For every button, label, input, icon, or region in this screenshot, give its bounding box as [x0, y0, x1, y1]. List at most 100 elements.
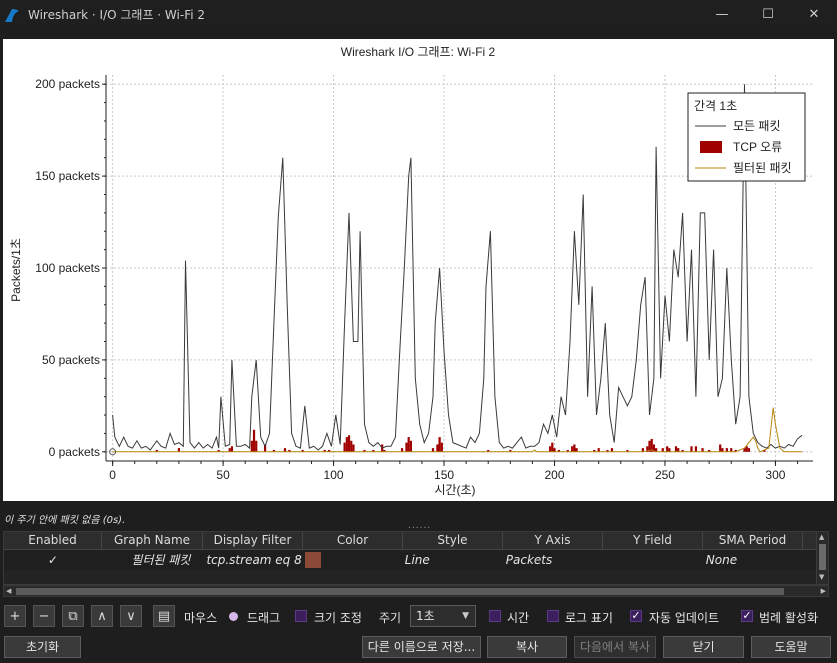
- horizontal-scroll-thumb[interactable]: [16, 588, 784, 595]
- close-button[interactable]: 닫기: [663, 636, 744, 658]
- drag-radio[interactable]: [229, 612, 238, 621]
- table-horizontal-scrollbar[interactable]: ◀ ▶: [3, 585, 829, 597]
- close-window-button[interactable]: ✕: [808, 7, 820, 22]
- copy-graph-button[interactable]: ⧉: [62, 605, 84, 627]
- chevron-down-icon: ▼: [462, 611, 469, 621]
- auto-update-checkbox[interactable]: ✓: [630, 609, 642, 622]
- origin-marker: [109, 448, 117, 456]
- minimize-button[interactable]: —: [715, 7, 729, 22]
- col-y-field[interactable]: Y Field: [603, 532, 703, 549]
- tcp-error-bar: [677, 448, 680, 452]
- interval-select[interactable]: 1초 ▼: [410, 605, 476, 627]
- table-row[interactable]: ✓ 필터된 패킷 tcp.stream eq 87 Line Packets N…: [4, 550, 828, 570]
- drag-label[interactable]: 드래그: [247, 611, 281, 625]
- window-title: Wireshark · I/O 그래프 · Wi-Fi 2: [28, 8, 206, 22]
- reset-button[interactable]: 초기화: [4, 636, 81, 658]
- tcp-error-bar: [597, 448, 600, 452]
- legend-item-filtered: 필터된 패킷: [733, 161, 792, 175]
- tcp-error-bar: [747, 448, 751, 452]
- tcp-error-bar: [177, 448, 181, 452]
- io-graph-chart[interactable]: Wireshark I/O 그래프: Wi-Fi 2 0 packets 50 p…: [3, 39, 834, 501]
- row-y-axis[interactable]: Packets: [505, 553, 553, 567]
- row-graph-name[interactable]: 필터된 패킷: [131, 553, 191, 567]
- legend-label[interactable]: 범례 활성화: [759, 611, 819, 625]
- move-up-button[interactable]: ∧: [91, 605, 113, 627]
- clear-graphs-button[interactable]: ▤: [153, 605, 175, 627]
- tcp-error-bar: [734, 449, 737, 452]
- splitter-handle[interactable]: ......: [408, 521, 432, 531]
- move-down-button[interactable]: ∨: [120, 605, 142, 627]
- maximize-button[interactable]: ☐: [762, 7, 774, 22]
- scroll-left-icon[interactable]: ◀: [6, 587, 12, 595]
- tcp-error-bar: [217, 449, 220, 452]
- col-graph-name[interactable]: Graph Name: [102, 532, 203, 549]
- x-axis-label: 시간(초): [434, 483, 475, 497]
- row-enabled-checkbox[interactable]: ✓: [47, 553, 58, 567]
- tcp-error-bar: [666, 446, 669, 452]
- y-tick-label: 150 packets: [35, 169, 100, 183]
- chart-legend[interactable]: 간격 1초 모든 패킷 TCP 오류 필터된 패킷: [687, 92, 806, 182]
- help-button[interactable]: 도움말: [751, 636, 831, 658]
- tcp-error-bar: [509, 449, 512, 452]
- status-message: 이 주기 안에 패킷 없음 (0s).: [4, 515, 126, 526]
- tcp-error-bar: [648, 440, 651, 452]
- tcp-error-bar: [352, 444, 355, 452]
- x-tick-label: 50: [216, 468, 230, 482]
- remove-graph-button[interactable]: −: [33, 605, 55, 627]
- copy-button[interactable]: 복사: [487, 636, 567, 658]
- log-scale-label[interactable]: 로그 표기: [565, 611, 613, 625]
- x-tick-label: 300: [765, 468, 785, 482]
- col-enabled[interactable]: Enabled: [4, 532, 102, 549]
- tcp-error-bar: [252, 429, 256, 452]
- auto-update-label[interactable]: 자동 업데이트: [649, 611, 720, 625]
- tcp-error-bar: [652, 444, 656, 452]
- legend-swatch-tcp: [700, 141, 722, 153]
- tcp-error-bar: [745, 446, 748, 452]
- tcp-error-bar: [626, 449, 629, 452]
- tcp-error-bar: [566, 449, 569, 452]
- row-y-field[interactable]: [602, 550, 702, 570]
- tcp-error-bar: [646, 446, 649, 452]
- tcp-error-bar: [436, 444, 439, 452]
- tcp-error-bar: [694, 446, 698, 452]
- chart-svg[interactable]: Wireshark I/O 그래프: Wi-Fi 2 0 packets 50 p…: [3, 39, 834, 501]
- col-display-filter[interactable]: Display Filter: [203, 532, 303, 549]
- zoom-label[interactable]: 크기 조정: [314, 611, 362, 625]
- tcp-error-bars: [155, 429, 766, 452]
- log-scale-checkbox[interactable]: [547, 610, 559, 622]
- tcp-error-bar: [347, 435, 351, 452]
- col-y-axis[interactable]: Y Axis: [503, 532, 603, 549]
- axis-layer: 0 packets 50 packets 100 packets 150 packet…: [35, 75, 813, 482]
- tcp-error-bar: [655, 448, 658, 452]
- row-color-cell[interactable]: [302, 550, 402, 570]
- row-color-swatch[interactable]: [305, 552, 322, 568]
- time-checkbox[interactable]: [489, 610, 501, 622]
- scroll-down-icon[interactable]: ▼: [819, 573, 825, 581]
- add-graph-button[interactable]: +: [4, 605, 26, 627]
- tcp-error-bar: [328, 449, 331, 452]
- scroll-right-icon[interactable]: ▶: [820, 587, 826, 595]
- series-lines: [109, 84, 803, 456]
- tcp-error-bar: [668, 448, 671, 452]
- copy-from-button[interactable]: 다음에서 복사: [574, 636, 656, 658]
- col-color[interactable]: Color: [303, 532, 403, 549]
- scroll-up-icon[interactable]: ▲: [819, 533, 825, 541]
- row-sma-period[interactable]: None: [705, 553, 738, 567]
- row-style[interactable]: Line: [404, 553, 430, 567]
- tcp-error-bar: [730, 448, 733, 452]
- tcp-error-bar: [551, 442, 554, 452]
- save-as-button[interactable]: 다른 이름으로 저장...: [362, 636, 481, 658]
- zoom-checkbox[interactable]: [295, 610, 307, 622]
- legend-checkbox[interactable]: ✓: [741, 609, 753, 622]
- col-sma-period[interactable]: SMA Period: [703, 532, 803, 549]
- row-display-filter[interactable]: tcp.stream eq 87: [206, 553, 303, 567]
- legend-title: 간격 1초: [694, 99, 737, 113]
- time-label[interactable]: 시간: [507, 611, 530, 625]
- vertical-scroll-thumb[interactable]: [819, 544, 826, 570]
- col-style[interactable]: Style: [403, 532, 503, 549]
- tcp-error-bar: [571, 446, 574, 452]
- tcp-error-bar: [690, 446, 693, 452]
- table-vertical-scrollbar[interactable]: ▲ ▼: [816, 532, 828, 584]
- tcp-error-bar: [681, 449, 684, 452]
- graph-table[interactable]: Enabled Graph Name Display Filter Color …: [3, 531, 829, 585]
